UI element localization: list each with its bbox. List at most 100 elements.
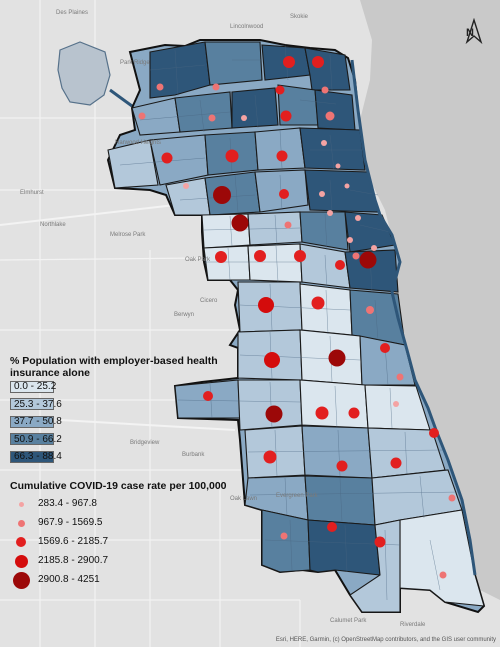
place-label: Skokie xyxy=(290,14,309,20)
case-rate-symbol xyxy=(312,56,324,68)
legend-symbol xyxy=(14,554,28,568)
map-attribution: Esri, HERE, Garmin, (c) OpenStreetMap co… xyxy=(275,637,496,643)
legend-swatch xyxy=(10,398,54,410)
legend-title-line: % Population with employer-based health xyxy=(10,355,218,367)
legend-symbol xyxy=(18,501,24,507)
legend-label: 2900.8 - 4251 xyxy=(38,574,100,585)
covid-legend-title: Cumulative COVID-19 case rate per 100,00… xyxy=(10,480,227,492)
case-rate-symbol xyxy=(280,532,288,540)
place-label: Des Plaines xyxy=(56,10,89,16)
case-rate-symbol xyxy=(208,114,216,122)
case-rate-symbol xyxy=(275,85,285,95)
case-rate-symbol xyxy=(347,237,353,243)
legend-label: 0.0 - 25.2 xyxy=(14,381,57,392)
case-rate-symbol xyxy=(280,110,292,122)
case-rate-symbol xyxy=(231,214,249,232)
case-rate-symbol xyxy=(393,401,399,407)
case-rate-symbol xyxy=(138,112,146,120)
lake-michigan xyxy=(360,0,500,600)
covid-legend-row: 967.9 - 1569.5 xyxy=(10,515,140,531)
place-label: Park Ridge xyxy=(120,60,150,66)
place-label: Berwyn xyxy=(174,312,195,318)
case-rate-symbol xyxy=(283,56,295,68)
case-rate-symbol xyxy=(348,407,360,419)
case-rate-symbol xyxy=(263,450,277,464)
case-rate-symbol xyxy=(265,405,283,423)
case-rate-symbol xyxy=(396,373,404,381)
covid-legend-row: 283.4 - 967.8 xyxy=(10,496,140,512)
census-tracts xyxy=(119,44,461,601)
case-rate-symbol xyxy=(380,343,390,353)
legend-label: 1569.6 - 2185.7 xyxy=(38,536,109,547)
choropleth-legend-row: 50.9 - 66.2 xyxy=(10,433,62,446)
case-rate-symbol xyxy=(366,306,374,314)
legend-label: 283.4 - 967.8 xyxy=(38,498,97,509)
covid-legend-row: 2185.8 - 2900.7 xyxy=(10,553,140,569)
legend-swatch xyxy=(10,380,54,393)
legend-label: 37.7 - 50.8 xyxy=(14,416,62,427)
case-rate-symbol xyxy=(359,251,377,269)
case-rate-symbol xyxy=(374,536,386,548)
place-label: Lincolnwood xyxy=(230,24,264,30)
case-rate-symbol xyxy=(321,86,329,94)
case-rate-symbol xyxy=(258,297,274,313)
legend-label: 2185.8 - 2900.7 xyxy=(38,555,109,566)
place-label: Cicero xyxy=(200,298,218,304)
legend-symbol xyxy=(12,571,30,589)
case-rate-symbol xyxy=(215,251,227,263)
place-label: Calumet Park xyxy=(330,618,367,624)
case-rate-symbol xyxy=(254,250,266,262)
place-label: Bridgeview xyxy=(130,440,160,446)
covid-legend-row: 1569.6 - 2185.7 xyxy=(10,534,140,550)
place-label: Oak Park xyxy=(185,257,211,263)
ohare-airport xyxy=(57,41,111,106)
case-rate-symbol xyxy=(336,460,348,472)
choropleth-legend-title: % Population with employer-based health … xyxy=(10,355,218,379)
case-rate-symbol xyxy=(321,140,327,146)
case-rate-symbol xyxy=(328,349,346,367)
case-rate-symbol xyxy=(311,296,325,310)
legend-title-line: insurance alone xyxy=(10,367,90,379)
shoreline xyxy=(350,59,477,576)
place-label: Riverdale xyxy=(400,622,426,628)
case-rate-symbol xyxy=(225,149,239,163)
case-rate-symbol xyxy=(390,457,402,469)
ohare-connector xyxy=(109,88,133,108)
place-label: Oak Lawn xyxy=(230,496,258,502)
case-rate-symbol xyxy=(319,191,325,197)
case-rate-symbol xyxy=(161,152,173,164)
case-rate-symbol xyxy=(264,352,280,368)
choropleth-legend-row: 25.3 - 37.6 xyxy=(10,398,62,411)
legend-label: 25.3 - 37.6 xyxy=(14,398,62,410)
case-rate-symbol xyxy=(156,83,164,91)
case-rate-symbol xyxy=(327,522,337,532)
choropleth-legend-row: 37.7 - 50.8 xyxy=(10,415,62,428)
place-label: Evergreen Park xyxy=(276,493,318,499)
legend-symbol xyxy=(17,519,25,527)
case-rate-symbol xyxy=(284,221,292,229)
place-label: Burbank xyxy=(182,452,205,458)
case-rate-symbol xyxy=(355,215,361,221)
case-rate-symbol xyxy=(371,245,377,251)
north-label: N xyxy=(466,27,474,39)
case-rate-symbol xyxy=(429,428,439,438)
case-rate-symbol xyxy=(203,391,213,401)
case-rate-symbol xyxy=(315,406,329,420)
case-rate-symbol xyxy=(294,250,306,262)
place-label: Harwood Heights xyxy=(115,140,162,146)
case-rate-symbol xyxy=(183,183,189,189)
choropleth-legend-row: 0.0 - 25.2 xyxy=(10,380,56,393)
case-rate-symbol xyxy=(241,115,247,121)
legend-label: 967.9 - 1569.5 xyxy=(38,517,103,528)
choropleth-legend-row: 66.3 - 88.4 xyxy=(10,450,62,463)
case-rate-symbol xyxy=(335,163,341,169)
legend-symbol xyxy=(16,537,26,547)
case-rate-symbol xyxy=(344,183,350,189)
covid-legend-row: 2900.8 - 4251 xyxy=(10,571,140,589)
case-rate-symbol xyxy=(213,186,231,204)
case-rate-symbol xyxy=(327,210,333,216)
place-label: Elmhurst xyxy=(20,190,44,196)
case-rate-symbol xyxy=(279,189,289,199)
case-rate-symbol xyxy=(448,494,456,502)
